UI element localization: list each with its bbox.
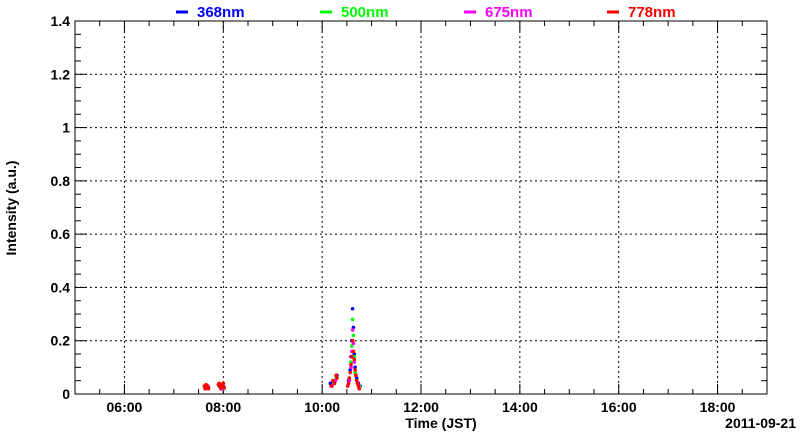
date-label: 2011-09-21 xyxy=(725,415,796,431)
y-tick-label: 0.2 xyxy=(51,333,71,349)
x-tick-label: 16:00 xyxy=(601,399,637,415)
data-point xyxy=(350,328,355,332)
y-tick-label: 1.2 xyxy=(51,66,71,82)
y-axis-title: Intensity (a.u.) xyxy=(3,161,19,256)
y-tick-label: 0 xyxy=(62,386,70,402)
series-778nm xyxy=(202,338,362,391)
x-tick-label: 08:00 xyxy=(205,399,241,415)
data-point xyxy=(349,360,353,364)
data-point xyxy=(348,370,352,375)
x-tick-label: 06:00 xyxy=(107,399,143,415)
data-point xyxy=(351,349,356,354)
x-axis-title: Time (JST) xyxy=(405,415,476,431)
y-tick-label: 0.6 xyxy=(51,226,71,242)
data-point xyxy=(329,384,334,388)
data-point xyxy=(349,365,353,370)
data-point xyxy=(353,368,357,372)
data-points xyxy=(202,306,362,391)
data-point xyxy=(352,354,357,359)
data-point xyxy=(347,376,352,380)
data-point xyxy=(206,386,211,391)
data-point xyxy=(350,306,355,311)
legend-label: 368nm xyxy=(197,4,245,21)
x-tick-label: 18:00 xyxy=(700,399,736,415)
y-tick-label: 0.4 xyxy=(51,279,71,295)
data-point xyxy=(346,381,351,386)
x-tick-label: 14:00 xyxy=(502,399,538,415)
data-point xyxy=(335,376,339,380)
data-point xyxy=(222,385,226,390)
y-tick-labels: 0 0.2 0.4 0.6 0.8 1 1.2 1.4 xyxy=(51,13,71,402)
legend-label: 500nm xyxy=(341,4,389,21)
y-tick-label: 0.8 xyxy=(51,173,71,189)
x-tick-label: 12:00 xyxy=(403,399,439,415)
legend: 368nm 500nm 675nm 778nm xyxy=(176,4,676,21)
data-point xyxy=(350,317,355,322)
data-point xyxy=(353,365,357,370)
data-point xyxy=(350,354,354,359)
data-point xyxy=(349,362,353,367)
data-point xyxy=(219,386,223,391)
legend-label: 675nm xyxy=(485,4,533,21)
axis-ticks xyxy=(74,20,768,395)
data-point xyxy=(351,333,356,338)
data-point xyxy=(332,381,337,386)
y-tick-label: 1 xyxy=(62,120,70,136)
data-point xyxy=(352,357,357,362)
data-point xyxy=(350,338,355,343)
legend-label: 778nm xyxy=(628,4,676,21)
data-point xyxy=(221,381,226,386)
x-tick-labels: 06:00 08:00 10:00 12:00 14:00 16:00 18:00 xyxy=(107,399,736,415)
data-point xyxy=(354,373,358,378)
data-point xyxy=(350,344,354,348)
x-tick-label: 10:00 xyxy=(304,399,340,415)
data-point xyxy=(331,378,335,383)
data-point xyxy=(352,360,357,364)
data-point xyxy=(357,386,362,391)
y-tick-label: 1.4 xyxy=(51,13,71,29)
